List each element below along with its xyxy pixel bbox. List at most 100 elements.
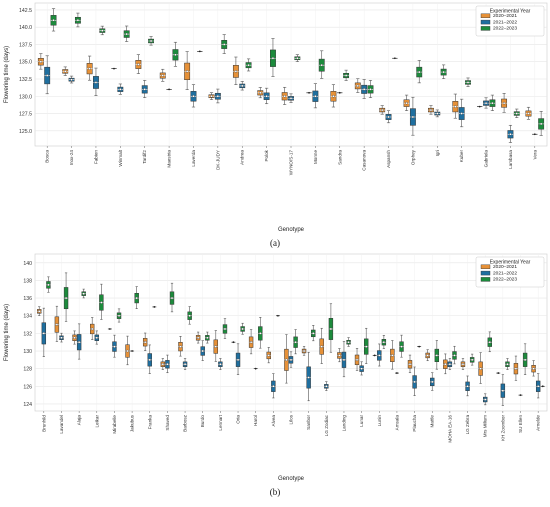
box-mean-point xyxy=(42,332,46,335)
box-mean-point xyxy=(254,367,257,370)
box-mean-point xyxy=(342,358,346,362)
x-tick-label: Lavandel xyxy=(59,415,64,434)
box-2021-2022-casanova xyxy=(361,79,368,99)
box-2021-2022-inox-24 xyxy=(68,75,75,84)
box-mean-point xyxy=(113,67,115,70)
x-tick-label: WYNO/S-17 xyxy=(289,150,294,176)
box-2022-2023-lg-zodiac xyxy=(328,303,334,353)
legend-swatch-2021-2022 xyxy=(480,19,491,25)
box-mean-point xyxy=(523,358,527,362)
box-2022-2023-arnelde xyxy=(540,385,545,388)
x-tick-label: Inox-24 xyxy=(69,150,74,166)
box-mean-point xyxy=(308,91,310,94)
box-2022-2023-bosca xyxy=(50,8,57,32)
legend-item-2020-2021: 2020–2021 xyxy=(493,264,517,270)
box-mean-point xyxy=(435,112,439,115)
box-mean-point xyxy=(387,115,390,119)
box-2020-2021-sandra xyxy=(330,84,337,108)
box-2022-2023-kuber xyxy=(465,77,471,87)
box-mean-point xyxy=(166,362,169,366)
box-2021-2022-laverda xyxy=(190,84,197,108)
box-2021-2022-dk-judy xyxy=(214,88,221,104)
box-mean-point xyxy=(289,97,293,100)
x-tick-label: Burdo xyxy=(200,415,205,428)
box-2022-2023-plaucha xyxy=(417,345,422,348)
box-mean-point xyxy=(222,43,226,46)
box-mean-point xyxy=(502,101,506,105)
box-2021-2022-harol xyxy=(253,367,258,370)
box-mean-point xyxy=(509,132,512,136)
box-mean-point xyxy=(391,354,394,357)
box-2022-2023-orphey xyxy=(416,60,423,84)
box-2022-2023-vera xyxy=(538,111,545,136)
legend-title: Experimental Year xyxy=(490,9,531,15)
box-mean-point xyxy=(60,336,63,340)
x-tick-label: Gabriela xyxy=(484,150,489,168)
legend-item-2020-2021: 2020–2021 xyxy=(493,13,517,19)
box-2022-2023-kh-zoombor xyxy=(505,358,510,370)
box-2022-2023-mirabelle xyxy=(116,308,122,323)
box-2022-2023-mrs-milium xyxy=(487,331,492,353)
box-2022-2023-lennart xyxy=(222,318,228,339)
box-2021-2022-jakubus xyxy=(130,350,135,352)
box-mean-point xyxy=(161,74,165,77)
box-2020-2021-brunhild xyxy=(37,306,42,316)
box-2022-2023-alvea xyxy=(275,314,280,317)
box-2020-2021-andrea xyxy=(232,56,239,85)
box-mean-point xyxy=(454,105,457,108)
box-2021-2022-mattle xyxy=(430,372,435,391)
x-tick-label: Lunin xyxy=(377,415,382,427)
box-mean-point xyxy=(311,332,315,335)
box-mean-point xyxy=(76,18,80,22)
box-2021-2022-andrea xyxy=(239,81,246,91)
box-mean-point xyxy=(435,354,439,357)
box-mean-point xyxy=(332,94,335,98)
box-mean-point xyxy=(192,94,195,98)
box-2021-2022-tardif2 xyxy=(141,80,148,98)
box-2022-2023-sandra xyxy=(343,69,350,81)
box-mean-point xyxy=(82,292,86,295)
box-2022-2023-fabien xyxy=(99,25,106,36)
box-2022-2023-amsala xyxy=(399,334,404,358)
box-mean-point xyxy=(206,336,209,340)
box-mean-point xyxy=(73,336,76,340)
box-2020-2021-maestria xyxy=(159,68,166,82)
box-2020-2021-sanbor xyxy=(301,346,307,356)
box-2020-2021-barbosz xyxy=(178,335,183,357)
box-mean-point xyxy=(396,372,398,374)
box-mean-point xyxy=(506,362,509,366)
panel-label-b: (b) xyxy=(269,487,281,497)
box-mean-point xyxy=(294,340,297,344)
legend: Experimental Year2020–20212021–20222022–… xyxy=(475,256,545,288)
box-2020-2021-plaucha xyxy=(407,354,413,374)
box-2021-2022-franka xyxy=(147,344,152,374)
box-mean-point xyxy=(307,376,310,379)
legend-item-2021-2022: 2021–2022 xyxy=(493,19,517,25)
x-tick-label: Orphey xyxy=(410,149,415,165)
boxplot-chart-b: 124 126 128 130 132 134 136 138 140 Flowering tim… xyxy=(4,253,548,482)
box-mean-point xyxy=(219,362,222,366)
y-tick-label: 130 xyxy=(23,349,32,355)
x-tick-label: Kuber xyxy=(459,150,464,163)
box-mean-point xyxy=(470,358,474,362)
box-2020-2021-orphey xyxy=(403,94,410,111)
box-2020-2021-kuber xyxy=(452,93,459,119)
box-2021-2022-aspansh xyxy=(385,110,392,124)
box-mean-point xyxy=(514,367,518,370)
box-mean-point xyxy=(429,108,433,112)
box-mean-point xyxy=(532,367,535,370)
x-tick-label: Lambasa xyxy=(508,150,513,169)
legend-item-2022-2023: 2022–2023 xyxy=(493,26,517,32)
box-mean-point xyxy=(210,94,213,98)
box-2020-2021-bosca xyxy=(37,53,44,70)
box-2021-2022-orphey xyxy=(409,96,416,136)
box-2021-2022-sanbor xyxy=(306,351,311,402)
box-mean-point xyxy=(483,398,487,401)
box-mean-point xyxy=(356,84,360,88)
box-mean-point xyxy=(249,340,253,344)
box-mean-point xyxy=(329,327,333,331)
box-2022-2023-lilos xyxy=(293,329,298,355)
box-mean-point xyxy=(267,354,271,357)
box-2020-2021-moha-ea-16 xyxy=(443,353,448,375)
x-tick-label: Plaucha xyxy=(412,415,417,432)
